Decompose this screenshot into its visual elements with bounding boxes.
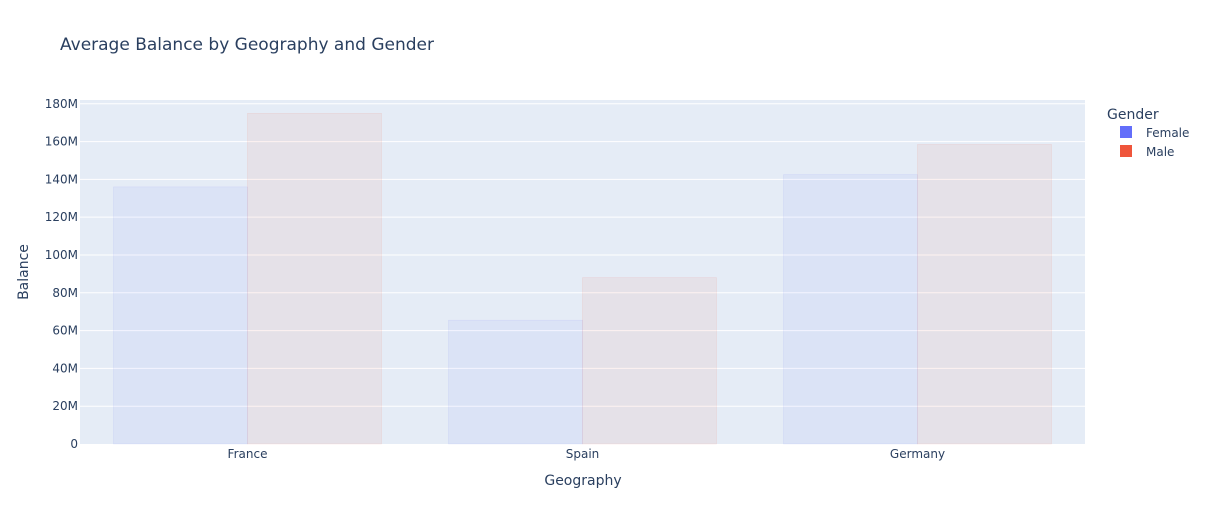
legend: Gender Female Male xyxy=(1107,107,1189,159)
y-tick-label: 180M xyxy=(45,97,78,111)
x-axis-ticks: France Spain Germany xyxy=(228,447,946,461)
plot-area xyxy=(80,100,1085,444)
bar-female-germany[interactable] xyxy=(783,174,918,445)
legend-swatch-female[interactable] xyxy=(1120,126,1132,138)
legend-items: Female Male xyxy=(1120,126,1189,159)
y-axis-title: Balance xyxy=(16,244,32,300)
y-tick-label: 0 xyxy=(70,437,78,451)
bar-female-france[interactable] xyxy=(113,186,248,445)
x-axis-title: Geography xyxy=(544,473,621,489)
y-tick-label: 40M xyxy=(52,361,78,375)
bar-female-spain[interactable] xyxy=(448,319,583,445)
y-tick-label: 20M xyxy=(52,399,78,413)
x-tick-label: Spain xyxy=(566,447,600,461)
y-tick-label: 120M xyxy=(45,210,78,224)
y-tick-label: 160M xyxy=(45,135,78,149)
legend-title: Gender xyxy=(1107,107,1159,123)
legend-swatch-male[interactable] xyxy=(1120,145,1132,157)
x-tick-label: France xyxy=(228,447,268,461)
bar-male-spain[interactable] xyxy=(582,277,717,445)
legend-label-female[interactable]: Female xyxy=(1146,126,1189,140)
gridlines xyxy=(80,103,1085,407)
chart-title: Average Balance by Geography and Gender xyxy=(60,35,434,55)
y-tick-label: 60M xyxy=(52,324,78,338)
legend-label-male[interactable]: Male xyxy=(1146,145,1174,159)
y-axis-ticks: 0 20M 40M 60M 80M 100M 120M 140M 160M 180M xyxy=(45,97,78,451)
x-tick-label: Germany xyxy=(890,447,945,461)
bars xyxy=(113,112,1052,445)
bar-male-france[interactable] xyxy=(247,112,382,445)
bar-male-germany[interactable] xyxy=(917,144,1052,445)
y-tick-label: 100M xyxy=(45,248,78,262)
y-tick-label: 80M xyxy=(52,286,78,300)
y-tick-label: 140M xyxy=(45,172,78,186)
